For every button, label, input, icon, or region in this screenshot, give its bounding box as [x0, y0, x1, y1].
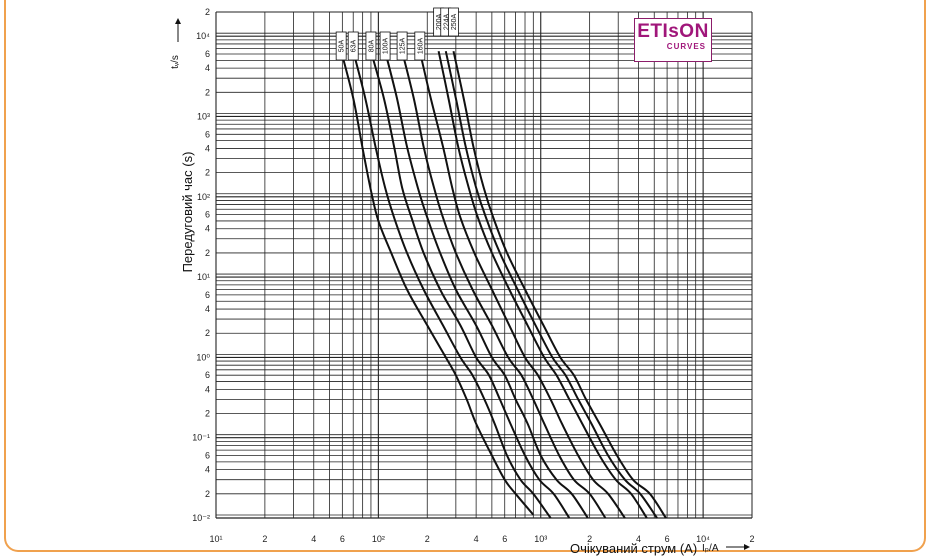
series-tag-box	[379, 31, 391, 61]
series-tag-box	[347, 31, 359, 61]
series-line-160A	[418, 50, 626, 519]
series-line-100A	[384, 50, 589, 519]
series-tag-layer: 50A 63A 80A 100A 125A 160A 200A 224A 250A	[335, 7, 459, 61]
y-tick-label: 10¹	[197, 272, 210, 282]
x-axis-unit: Iₚ/A	[702, 543, 719, 554]
x-tick-label: 10²	[372, 534, 385, 544]
series-layer	[340, 50, 667, 519]
series-tag-label: 50A	[339, 39, 346, 52]
series-line-63A	[352, 50, 552, 519]
series-line-50A	[340, 50, 535, 516]
y-tick-label: 10⁻¹	[192, 433, 210, 443]
y-tick-label: 4	[205, 465, 210, 475]
x-tick-labels: 10¹ 2 4 6 10² 2 4 6 10³ 2 4 6 10⁴ 2	[209, 534, 754, 544]
y-tick-label: 2	[205, 409, 210, 419]
y-tick-label: 6	[205, 129, 210, 139]
y-tick-label: 2	[205, 328, 210, 338]
series-line-250A	[452, 50, 667, 519]
etison-curves-logo: ETIsON CURVES	[634, 18, 712, 62]
y-tick-label: 6	[205, 370, 210, 380]
series-line-200A	[437, 50, 648, 519]
series-line-80A	[369, 50, 571, 519]
x-tick-label: 10¹	[209, 534, 222, 544]
logo-main-text: ETIsON	[637, 21, 709, 42]
y-tick-label: 4	[205, 224, 210, 234]
x-tick-label: 6	[340, 534, 345, 544]
y-tick-label: 10⁻²	[192, 513, 210, 523]
x-tick-label: 6	[665, 534, 670, 544]
y-tick-label: 6	[205, 49, 210, 59]
series-tag-box	[365, 31, 377, 61]
y-tick-label: 2	[205, 87, 210, 97]
y-tick-label: 10²	[197, 192, 210, 202]
chart-frame	[4, 0, 926, 552]
x-tick-label: 4	[311, 534, 316, 544]
y-tick-label: 4	[205, 384, 210, 394]
x-tick-label: 10³	[534, 534, 547, 544]
series-tag-box	[396, 31, 408, 61]
y-tick-label: 2	[205, 7, 210, 17]
series-line-224A	[444, 50, 658, 519]
x-axis-label: Очікуваний струм (А)	[570, 541, 697, 556]
series-tag-label: 80A	[368, 39, 375, 52]
series-tag-box	[335, 31, 347, 61]
y-tick-label: 4	[205, 143, 210, 153]
y-tick-label: 6	[205, 290, 210, 300]
y-tick-label: 2	[205, 168, 210, 178]
y-tick-label: 6	[205, 451, 210, 461]
series-tag-label: 250A	[451, 14, 458, 31]
grid	[215, 11, 753, 519]
x-tick-label: 10⁴	[696, 534, 710, 544]
y-tick-label: 10³	[197, 111, 210, 121]
series-tag-label: 100A	[383, 38, 390, 55]
y-axis-arrow-head	[175, 18, 181, 24]
x-tick-label: 2	[749, 534, 754, 544]
series-line-125A	[401, 50, 607, 519]
x-tick-label: 4	[474, 534, 479, 544]
y-tick-labels: 10⁻² 2 4 6 10⁻¹ 2 4 6 10⁰ 2 4 6 10¹ 2 4 6 10² 2 4 6 10³ 2 4 6 10…	[192, 7, 210, 523]
x-axis-arrow-head	[744, 544, 750, 550]
y-tick-label: 10⁴	[196, 31, 210, 41]
series-tag-label: 63A	[351, 39, 358, 52]
series-tag-label: 125A	[400, 38, 407, 55]
y-tick-label: 2	[205, 248, 210, 258]
series-tag-box	[448, 7, 459, 37]
y-axis-label: Передуговий час (s)	[180, 152, 195, 273]
y-tick-label: 10⁰	[196, 352, 210, 362]
series-tag-label: 224A	[443, 14, 450, 31]
y-tick-label: 4	[205, 304, 210, 314]
x-tick-label: 4	[636, 534, 641, 544]
y-tick-label: 4	[205, 63, 210, 73]
series-tag-label: 160A	[417, 38, 424, 55]
x-tick-label: 2	[587, 534, 592, 544]
y-tick-label: 2	[205, 489, 210, 499]
x-tick-label: 6	[502, 534, 507, 544]
series-tag-box	[414, 31, 426, 61]
x-tick-label: 2	[425, 534, 430, 544]
x-tick-label: 2	[262, 534, 267, 544]
y-tick-label: 6	[205, 210, 210, 220]
y-axis-unit: tᵥ/s	[170, 55, 181, 69]
series-tag-label: 200A	[436, 14, 443, 31]
logo-sub-text: CURVES	[666, 42, 706, 51]
